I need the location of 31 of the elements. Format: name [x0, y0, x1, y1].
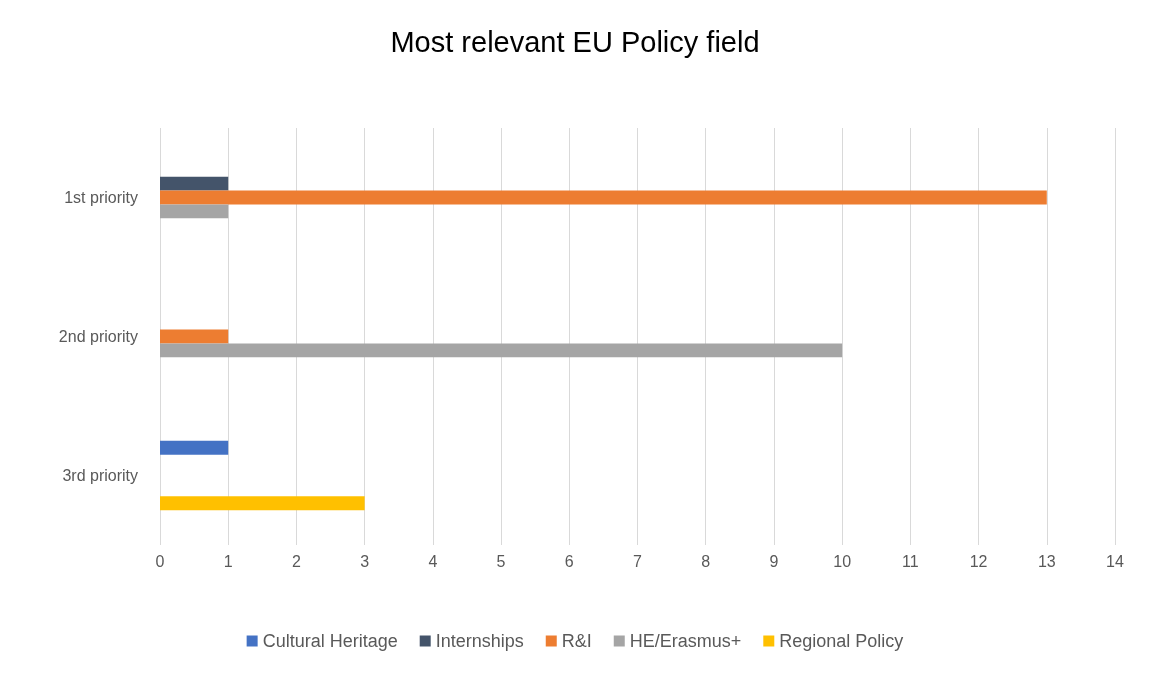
x-tick-label: 14 — [1106, 552, 1124, 570]
x-tick-label: 3 — [360, 552, 370, 570]
x-tick-label: 7 — [633, 552, 643, 570]
legend-label: Cultural Heritage — [262, 631, 398, 651]
bar — [160, 190, 1047, 205]
x-tick-label: 2 — [291, 552, 301, 570]
x-tick-label: 5 — [496, 552, 506, 570]
bar — [160, 204, 229, 219]
bar — [160, 496, 365, 511]
y-tick-label: 3rd priority — [62, 467, 138, 484]
y-tick-label: 2nd priority — [58, 328, 138, 345]
y-tick-label: 1st priority — [64, 189, 138, 206]
x-tick-label: 11 — [902, 552, 919, 570]
x-tick-label: 8 — [701, 552, 711, 570]
x-tick-label: 12 — [969, 552, 988, 570]
x-tick-label: 4 — [428, 552, 438, 570]
x-tick-label: 1 — [223, 552, 233, 570]
bar — [160, 440, 229, 455]
legend-label: Internships — [435, 631, 524, 651]
x-tick-label: 10 — [833, 552, 852, 570]
x-tick-label: 0 — [155, 552, 165, 570]
bar — [160, 329, 229, 344]
bar — [160, 176, 229, 191]
legend-label: R&I — [561, 631, 592, 651]
legend-label: Regional Policy — [779, 631, 904, 651]
bar — [160, 343, 843, 358]
x-tick-label: 6 — [564, 552, 574, 570]
x-tick-label: 9 — [769, 552, 779, 570]
x-tick-label: 13 — [1037, 552, 1056, 570]
chart-title: Most relevant EU Policy field — [390, 25, 760, 58]
legend-label: HE/Erasmus+ — [629, 631, 742, 651]
